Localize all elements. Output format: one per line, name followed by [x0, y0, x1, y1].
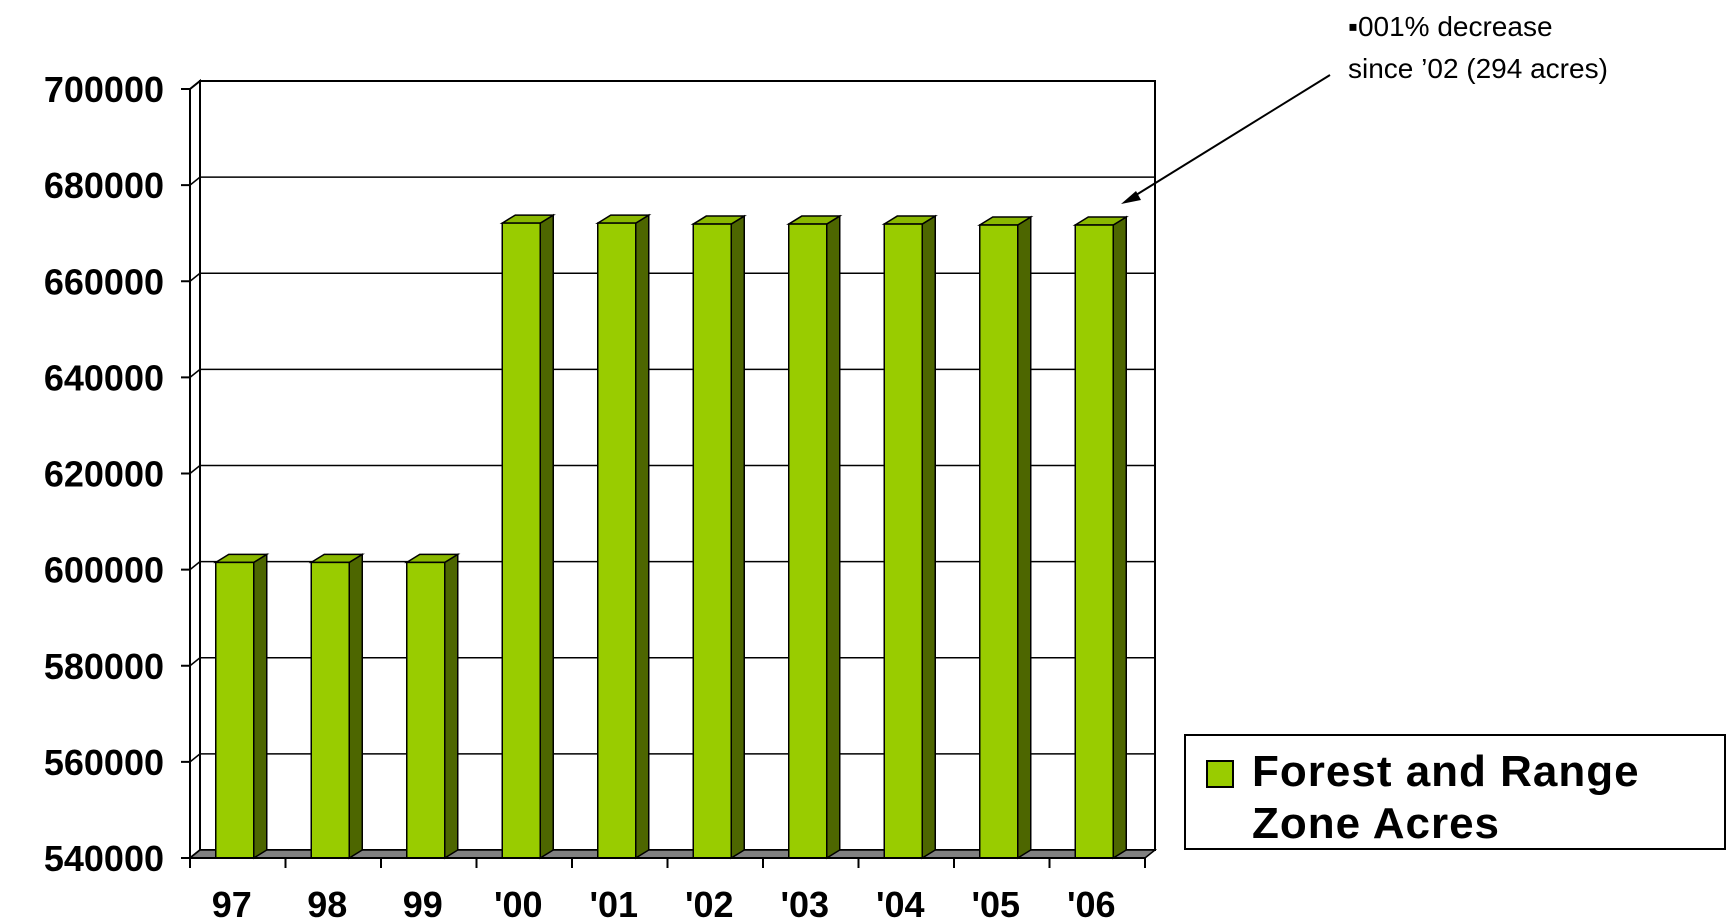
legend: Forest and Range Zone Acres	[1184, 734, 1726, 850]
bar	[692, 223, 732, 859]
y-tick-label: 560000	[44, 742, 164, 783]
y-tick-label: 700000	[44, 69, 164, 110]
y-tick-label: 540000	[44, 838, 164, 879]
legend-swatch	[1206, 760, 1234, 788]
y-tick-label: 660000	[44, 261, 164, 302]
y-tick-label: 640000	[44, 357, 164, 398]
y-tick-label: 600000	[44, 550, 164, 591]
annotation-line-2: since ’02 (294 acres)	[1348, 53, 1608, 84]
x-tick-label: 98	[307, 884, 347, 924]
x-tick-label: '04	[876, 884, 925, 924]
y-tick-label: 620000	[44, 454, 164, 495]
bar	[597, 222, 637, 859]
legend-label: Forest and Range Zone Acres	[1252, 747, 1640, 848]
x-tick-label: '02	[685, 884, 734, 924]
y-tick-label: 680000	[44, 165, 164, 206]
bar	[310, 561, 350, 859]
x-tick-label: 99	[403, 884, 443, 924]
bar	[883, 223, 923, 859]
gridline-side	[189, 753, 201, 763]
annotation-bullet: ▪	[1348, 11, 1358, 42]
bar-side	[635, 213, 650, 860]
bar	[1074, 224, 1114, 859]
bar-side	[444, 553, 459, 860]
annotation-line-1-text: 001% decrease	[1357, 11, 1553, 42]
bar-side	[730, 214, 745, 860]
bar-side	[539, 213, 554, 860]
bar-side	[348, 553, 363, 860]
gridline-side	[189, 368, 201, 378]
annotation-line-1: ▪001% decrease	[1348, 6, 1608, 48]
bars-layer	[213, 213, 1129, 860]
gridline-side	[189, 80, 201, 90]
x-tick-label: '01	[589, 884, 638, 924]
y-tick-label: 580000	[44, 646, 164, 687]
annotation-text: ▪001% decrease since ’02 (294 acres)	[1348, 6, 1608, 90]
bar	[501, 222, 541, 859]
x-tick-label: 97	[212, 884, 252, 924]
x-tick-label: '05	[971, 884, 1020, 924]
bar	[979, 224, 1019, 859]
bar-side	[826, 214, 841, 860]
gridline-side	[189, 272, 201, 282]
x-tick-label: '06	[1067, 884, 1116, 924]
x-tick-label: '03	[780, 884, 829, 924]
gridline-side	[189, 657, 201, 667]
bar	[215, 561, 255, 859]
bar	[788, 223, 828, 859]
bar-side	[921, 214, 936, 860]
gridline-side	[189, 176, 201, 186]
bar	[406, 561, 446, 859]
annotation-arrowhead	[1121, 191, 1141, 204]
bar-side	[253, 553, 268, 860]
bar-side	[1112, 215, 1127, 860]
bar-side	[1017, 215, 1032, 860]
x-tick-label: '00	[494, 884, 543, 924]
axes-layer: 700000 680000 660000 640000 620000 600000 5800…	[44, 69, 1146, 924]
annotation-arrow	[1127, 74, 1331, 201]
gridline-side	[189, 561, 201, 571]
gridline-side	[189, 464, 201, 475]
